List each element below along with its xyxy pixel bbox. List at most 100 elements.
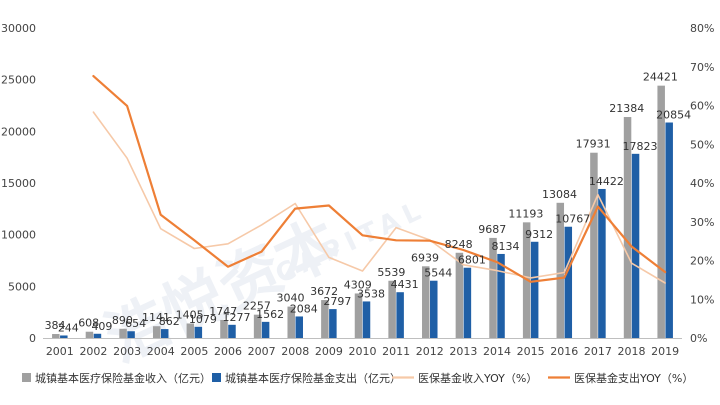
data-label-income-2009: 3672: [310, 285, 338, 298]
data-label-income-2006: 1747: [209, 305, 237, 318]
bar-income-2014: [489, 237, 497, 338]
bar-expense-2015: [530, 241, 539, 338]
bar-income-2003: [119, 328, 127, 338]
data-label-expense-2006: 1277: [222, 311, 250, 324]
data-label-income-2012: 6939: [411, 251, 439, 264]
bar-expense-2010: [362, 301, 371, 338]
data-label-expense-2005: 1079: [189, 313, 217, 326]
data-label-expense-2001: 244: [58, 321, 79, 334]
bar-income-2019: [657, 85, 665, 339]
data-label-expense-2018: 17823: [623, 140, 658, 153]
data-label-income-2018: 21384: [609, 102, 644, 115]
y-right-tick-10pct: 10%: [690, 293, 714, 306]
bar-expense-2002: [93, 333, 102, 338]
bars: [52, 85, 673, 339]
bar-expense-2001: [60, 335, 68, 338]
bar-income-2011: [388, 280, 396, 338]
bar-expense-2004: [160, 329, 169, 338]
bar-income-2006: [220, 319, 228, 338]
y-left-tick-20000: 20000: [1, 125, 36, 138]
bar-income-2012: [422, 266, 430, 338]
data-label-expense-2013: 6801: [458, 254, 486, 267]
bar-income-2013: [455, 252, 464, 338]
legend-swatch-0: [22, 373, 31, 382]
bar-income-2017: [590, 152, 598, 338]
legend-label-0: 城镇基本医疗保险基金收入（亿元）: [35, 371, 211, 385]
data-label-income-2004: 1141: [142, 311, 170, 324]
legend-swatch-1: [212, 373, 221, 382]
data-label-expense-2016: 10767: [555, 213, 590, 226]
x-tick-2018: 2018: [618, 345, 646, 358]
line-expense-yoy: [92, 75, 667, 283]
data-label-income-2010: 4309: [344, 278, 372, 291]
y-right-tick-30pct: 30%: [690, 216, 714, 229]
x-tick-2002: 2002: [79, 345, 107, 358]
bar-expense-2007: [261, 321, 270, 338]
data-label-expense-2002: 409: [91, 320, 112, 333]
bar-income-2004: [152, 326, 161, 338]
bar-expense-2008: [295, 316, 303, 338]
x-tick-2007: 2007: [248, 345, 276, 358]
bar-expense-2018: [631, 153, 640, 338]
x-tick-2010: 2010: [349, 345, 377, 358]
bar-expense-2003: [127, 331, 135, 338]
data-labels: 384 608 890 1141 1405 1747 2257 3040 3672 4309 553…: [45, 71, 692, 335]
y-left-tick-10000: 10000: [1, 229, 36, 242]
x-tick-2004: 2004: [147, 345, 175, 358]
bar-income-2016: [556, 202, 565, 338]
legend-label-2: 医保基金收入YOY（%）: [418, 371, 537, 385]
x-tick-2008: 2008: [281, 345, 309, 358]
x-tick-2015: 2015: [517, 345, 545, 358]
x-tick-2001: 2001: [46, 345, 74, 358]
y-right-tick-50pct: 50%: [690, 138, 714, 151]
bar-expense-2019: [665, 122, 673, 338]
data-label-income-2005: 1405: [176, 308, 204, 321]
x-tick-2016: 2016: [550, 345, 578, 358]
data-label-income-2011: 5539: [377, 266, 405, 279]
bar-expense-2006: [228, 324, 236, 338]
bar-expense-2005: [194, 326, 203, 338]
x-tick-2009: 2009: [315, 345, 343, 358]
x-tick-2019: 2019: [651, 345, 679, 358]
legend-label-3: 医保基金支出YOY（%）: [574, 371, 693, 385]
bar-income-2005: [186, 323, 195, 338]
x-tick-2003: 2003: [113, 345, 141, 358]
data-label-income-2003: 890: [112, 314, 133, 327]
data-label-income-2016: 13084: [542, 188, 577, 201]
legend-label-1: 城镇基本医疗保险基金支出（亿元）: [225, 371, 401, 385]
bar-expense-2013: [463, 267, 472, 338]
data-label-expense-2017: 14422: [589, 175, 624, 188]
bar-income-2009: [321, 300, 329, 338]
y-left-tick-30000: 30000: [1, 22, 36, 35]
lines: [92, 75, 667, 284]
data-label-income-2019: 24421: [643, 71, 678, 84]
bar-income-2002: [85, 331, 94, 338]
line-income-yoy: [92, 111, 666, 284]
data-label-expense-2008: 2084: [290, 302, 318, 315]
y-left-tick-5000: 5000: [8, 280, 36, 293]
bar-income-2008: [287, 306, 295, 338]
x-tick-2012: 2012: [416, 345, 444, 358]
x-tick-2013: 2013: [449, 345, 477, 358]
data-label-expense-2010: 3538: [357, 287, 385, 300]
data-label-expense-2015: 9312: [525, 228, 553, 241]
bar-expense-2011: [396, 292, 404, 338]
data-label-income-2001: 384: [45, 319, 66, 332]
data-label-expense-2012: 5544: [424, 267, 452, 280]
bar-income-2010: [354, 293, 363, 338]
data-label-expense-2007: 1562: [256, 308, 284, 321]
data-label-income-2015: 11193: [508, 207, 543, 220]
y-right-tick-40pct: 40%: [690, 177, 714, 190]
bar-expense-2012: [430, 280, 438, 338]
x-tick-2005: 2005: [180, 345, 208, 358]
data-label-expense-2004: 862: [159, 315, 180, 328]
legend: 城镇基本医疗保险基金收入（亿元） 城镇基本医疗保险基金支出（亿元） 医保基金收入YO…: [22, 371, 693, 385]
bar-expense-2016: [564, 226, 573, 338]
y-right-tick-60pct: 60%: [690, 100, 714, 113]
bar-expense-2017: [598, 188, 606, 338]
bar-expense-2009: [329, 309, 337, 338]
bar-income-2018: [623, 117, 632, 338]
y-right-tick-0pct: 0%: [690, 332, 707, 345]
